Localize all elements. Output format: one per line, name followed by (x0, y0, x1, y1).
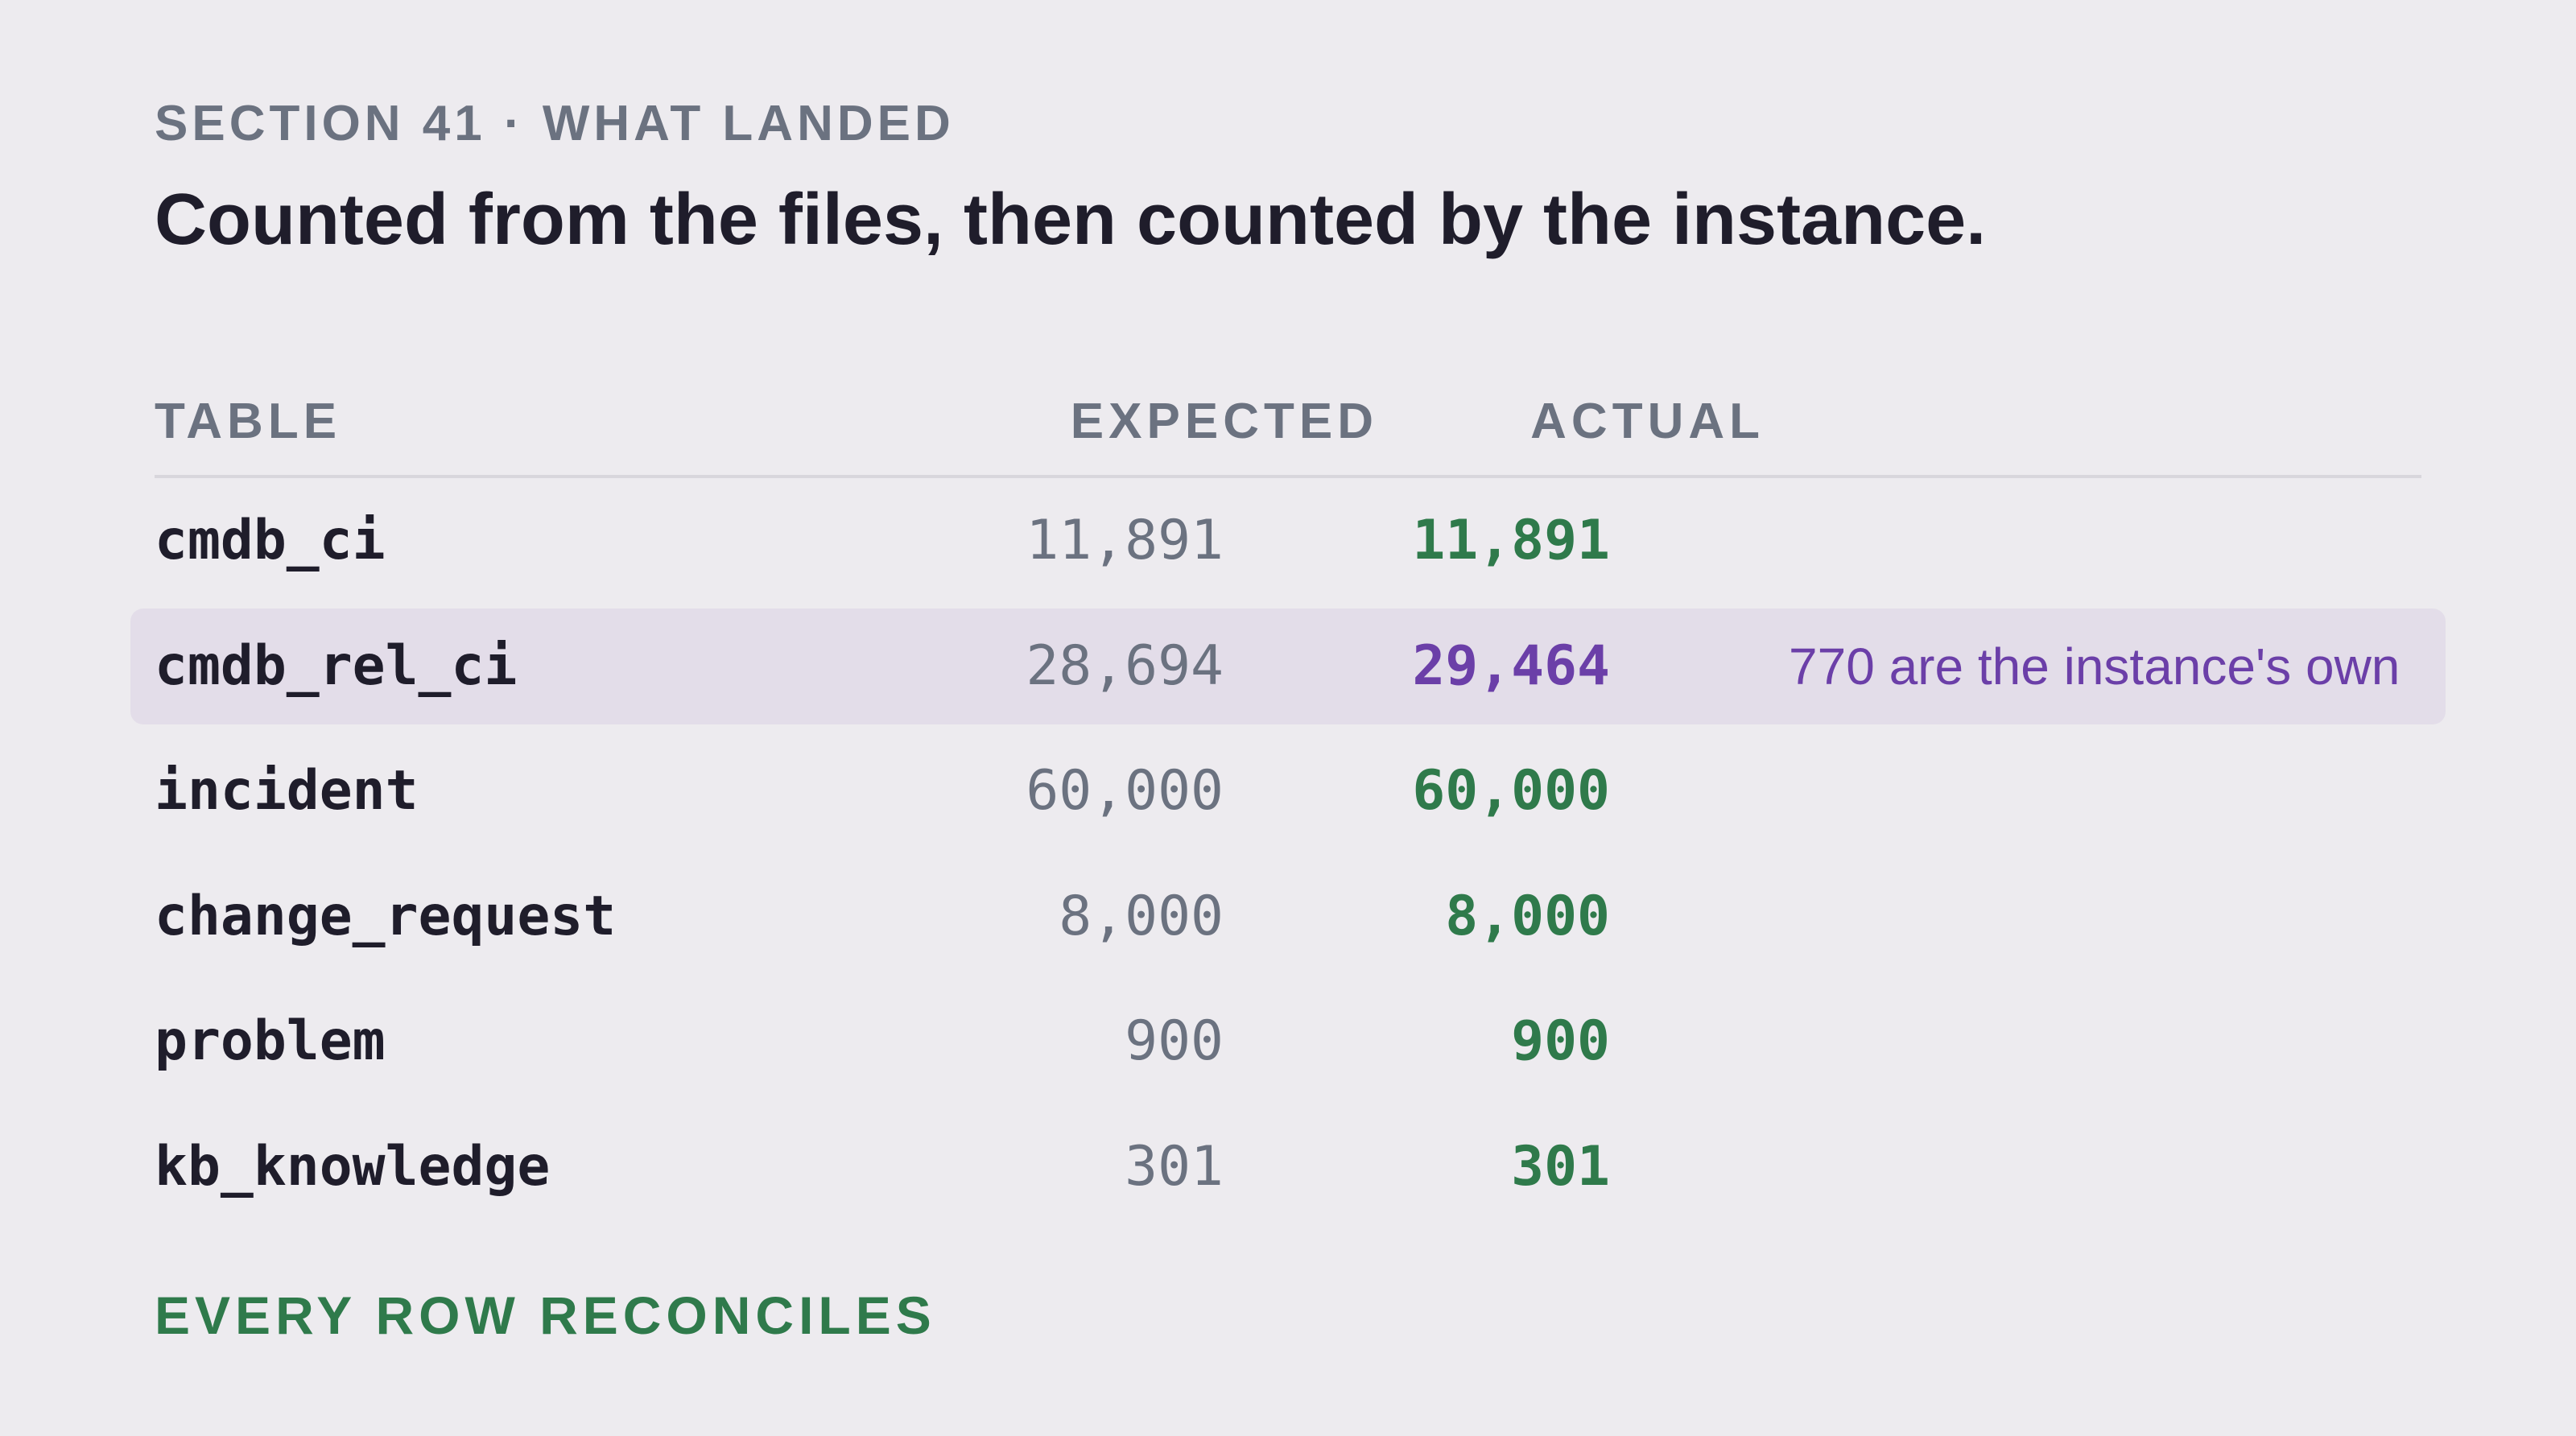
row-expected-count: 11,891 (1026, 509, 1224, 572)
row-expected-count: 28,694 (1026, 634, 1224, 698)
row-table-name: incident (155, 759, 419, 823)
page-title: Counted from the files, then counted by … (155, 180, 1987, 260)
reconciliation-status: EVERY ROW RECONCILES (155, 1285, 936, 1345)
row-discrepancy-note: 770 are the instance's own (1789, 638, 2401, 695)
row-actual-count: 8,000 (1445, 885, 1610, 948)
table-header: TABLE EXPECTED ACTUAL (155, 378, 2421, 478)
column-header-expected: EXPECTED (1070, 394, 1378, 449)
column-header-actual: ACTUAL (1530, 394, 1765, 449)
row-expected-count: 301 (1125, 1135, 1224, 1199)
row-actual-count: 301 (1511, 1135, 1610, 1199)
row-table-name: change_request (155, 885, 617, 948)
table-row-cmdb-ci: cmdb_ci 11,891 11,891 (130, 483, 2446, 599)
row-table-name: problem (155, 1009, 386, 1073)
column-header-table: TABLE (155, 394, 342, 449)
row-table-name: kb_knowledge (155, 1135, 551, 1199)
table-row-kb-knowledge: kb_knowledge 301 301 (130, 1109, 2446, 1225)
row-actual-count: 29,464 (1412, 634, 1610, 698)
row-actual-count: 60,000 (1412, 759, 1610, 823)
section-eyebrow: SECTION 41 · WHAT LANDED (155, 96, 955, 151)
table-row-incident: incident 60,000 60,000 (130, 733, 2446, 849)
table-row-change-request: change_request 8,000 8,000 (130, 859, 2446, 975)
row-table-name: cmdb_ci (155, 509, 386, 572)
table-row-cmdb-rel-ci: cmdb_rel_ci 28,694 29,464 770 are the in… (130, 609, 2446, 724)
row-actual-count: 11,891 (1412, 509, 1610, 572)
row-table-name: cmdb_rel_ci (155, 634, 518, 698)
reconciliation-table: TABLE EXPECTED ACTUAL cmdb_ci 11,891 11,… (130, 378, 2446, 1199)
table-row-problem: problem 900 900 (130, 984, 2446, 1100)
row-expected-count: 60,000 (1026, 759, 1224, 823)
row-expected-count: 8,000 (1059, 885, 1224, 948)
row-expected-count: 900 (1125, 1009, 1224, 1073)
row-actual-count: 900 (1511, 1009, 1610, 1073)
